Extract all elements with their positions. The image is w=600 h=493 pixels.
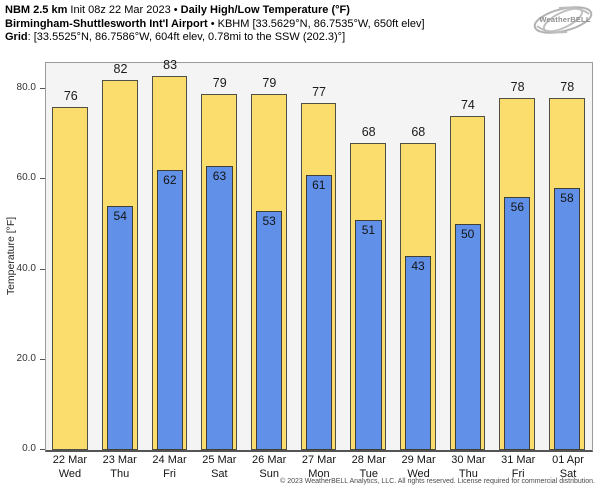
low-bar: 43 [404, 256, 432, 450]
low-bar: 54 [107, 206, 134, 450]
bar-group: 68 43 [393, 63, 443, 450]
low-bar: 50 [454, 224, 481, 450]
high-value-label: 77 [312, 85, 326, 99]
low-value-label: 53 [262, 214, 276, 228]
y-tick-label: 40.0 [16, 263, 36, 274]
y-tick-mark [40, 269, 45, 270]
y-tick-label: 20.0 [16, 353, 36, 364]
bar-group: 68 51 [344, 63, 394, 450]
high-value-label: 76 [63, 89, 78, 103]
high-value-label: 79 [212, 76, 227, 90]
low-bar: 56 [504, 197, 531, 450]
y-axis-title: Temperature [°F] [5, 216, 17, 296]
logo-wordmark: WeatherBELL [539, 15, 591, 24]
y-tick-label: 60.0 [16, 172, 36, 183]
plot-area: 76 82 54 83 62 79 63 79 53 77 61 68 51 68 43 74 50 78 56 78… [45, 58, 593, 452]
high-value-label: 68 [411, 125, 426, 139]
high-value-label: 78 [560, 80, 575, 94]
swirl-logo-icon [533, 6, 593, 34]
bar-group: 82 54 [96, 62, 146, 450]
x-tick-label: 30 Mar Thu [451, 454, 486, 480]
high-value-label: 74 [460, 98, 475, 112]
y-tick-label: 0.0 [22, 443, 36, 454]
copyright-notice: © 2023 WeatherBELL Analytics, LLC. All r… [280, 478, 595, 485]
x-tick-label: 31 Mar Fri [501, 454, 536, 480]
high-bar [52, 107, 89, 450]
y-tick-mark [40, 88, 45, 89]
grid-label: Grid [5, 31, 28, 43]
bar-group: 79 63 [195, 63, 245, 450]
x-tick-label: 25 Mar Sat [202, 454, 237, 480]
header-line-3: Grid: [33.5525°N, 86.7586°W, 604ft elev,… [5, 31, 425, 45]
bar-group: 78 56 [493, 63, 543, 450]
low-bar: 62 [156, 170, 183, 450]
low-value-label: 56 [510, 200, 524, 214]
low-bar: 63 [206, 166, 233, 450]
station-coords: • KBHM [33.5629°N, 86.7535°W, 650ft elev… [207, 17, 425, 30]
weatherbell-logo: WeatherBELL [527, 2, 597, 40]
low-value-label: 61 [312, 178, 326, 192]
chart-title: Daily High/Low Temperature (°F) [180, 4, 350, 16]
chart-header: NBM 2.5 km Init 08z 22 Mar 2023 • Daily … [5, 4, 425, 45]
bar-group: 74 50 [443, 63, 493, 450]
header-line-1: NBM 2.5 km Init 08z 22 Mar 2023 • Daily … [5, 4, 425, 18]
x-axis: 22 Mar Wed 23 Mar Thu 24 Mar Fri 25 Mar Sat 26 M… [45, 454, 593, 481]
y-tick-mark [40, 449, 45, 450]
high-value-label: 68 [361, 125, 376, 139]
bar-group: 78 58 [542, 63, 592, 450]
bar-group: 79 53 [245, 63, 295, 450]
x-tick-label: 26 Mar Sun [252, 454, 287, 480]
low-value-label: 63 [212, 169, 227, 183]
grid-coords: : [33.5525°N, 86.7586°W, 604ft elev, 0.7… [27, 31, 346, 43]
model-name: NBM 2.5 km [5, 4, 68, 16]
low-value-label: 50 [461, 227, 475, 241]
bar-group: 76 [46, 63, 96, 450]
low-value-label: 43 [411, 259, 425, 273]
low-bar: 61 [305, 175, 332, 450]
low-bar: 51 [355, 220, 382, 450]
y-tick-mark [40, 178, 45, 179]
station-name: Birmingham-Shuttlesworth Int'l Airport [5, 17, 208, 30]
low-value-label: 58 [560, 191, 574, 205]
bar-group: 83 62 [145, 58, 195, 450]
low-value-label: 51 [361, 223, 376, 237]
x-tick-label: 27 Mar Mon [301, 454, 337, 480]
high-value-label: 83 [163, 58, 178, 72]
x-tick-label: 28 Mar Tue [351, 454, 386, 480]
x-tick-label: 01 Apr Sat [552, 454, 584, 480]
bar-group: 77 61 [294, 63, 344, 450]
low-value-label: 62 [163, 173, 177, 187]
y-tick-label: 80.0 [16, 82, 36, 93]
low-bar: 58 [553, 188, 581, 450]
init-time: Init 08z 22 Mar 2023 • [67, 4, 181, 16]
y-tick-mark [40, 359, 45, 360]
low-value-label: 54 [113, 209, 127, 223]
high-value-label: 82 [113, 62, 128, 76]
x-tick-label: 23 Mar Thu [102, 454, 137, 480]
x-tick-label: 29 Mar Wed [401, 454, 436, 480]
header-line-2: Birmingham-Shuttlesworth Int'l Airport •… [5, 18, 425, 32]
x-tick-label: 22 Mar Wed [52, 454, 88, 480]
low-bar: 53 [255, 211, 283, 450]
x-tick-label: 24 Mar Fri [152, 454, 187, 480]
high-value-label: 79 [262, 76, 277, 90]
high-value-label: 78 [510, 80, 525, 94]
